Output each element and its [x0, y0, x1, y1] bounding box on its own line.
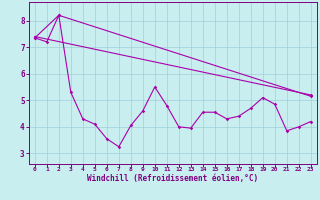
X-axis label: Windchill (Refroidissement éolien,°C): Windchill (Refroidissement éolien,°C) — [87, 174, 258, 183]
